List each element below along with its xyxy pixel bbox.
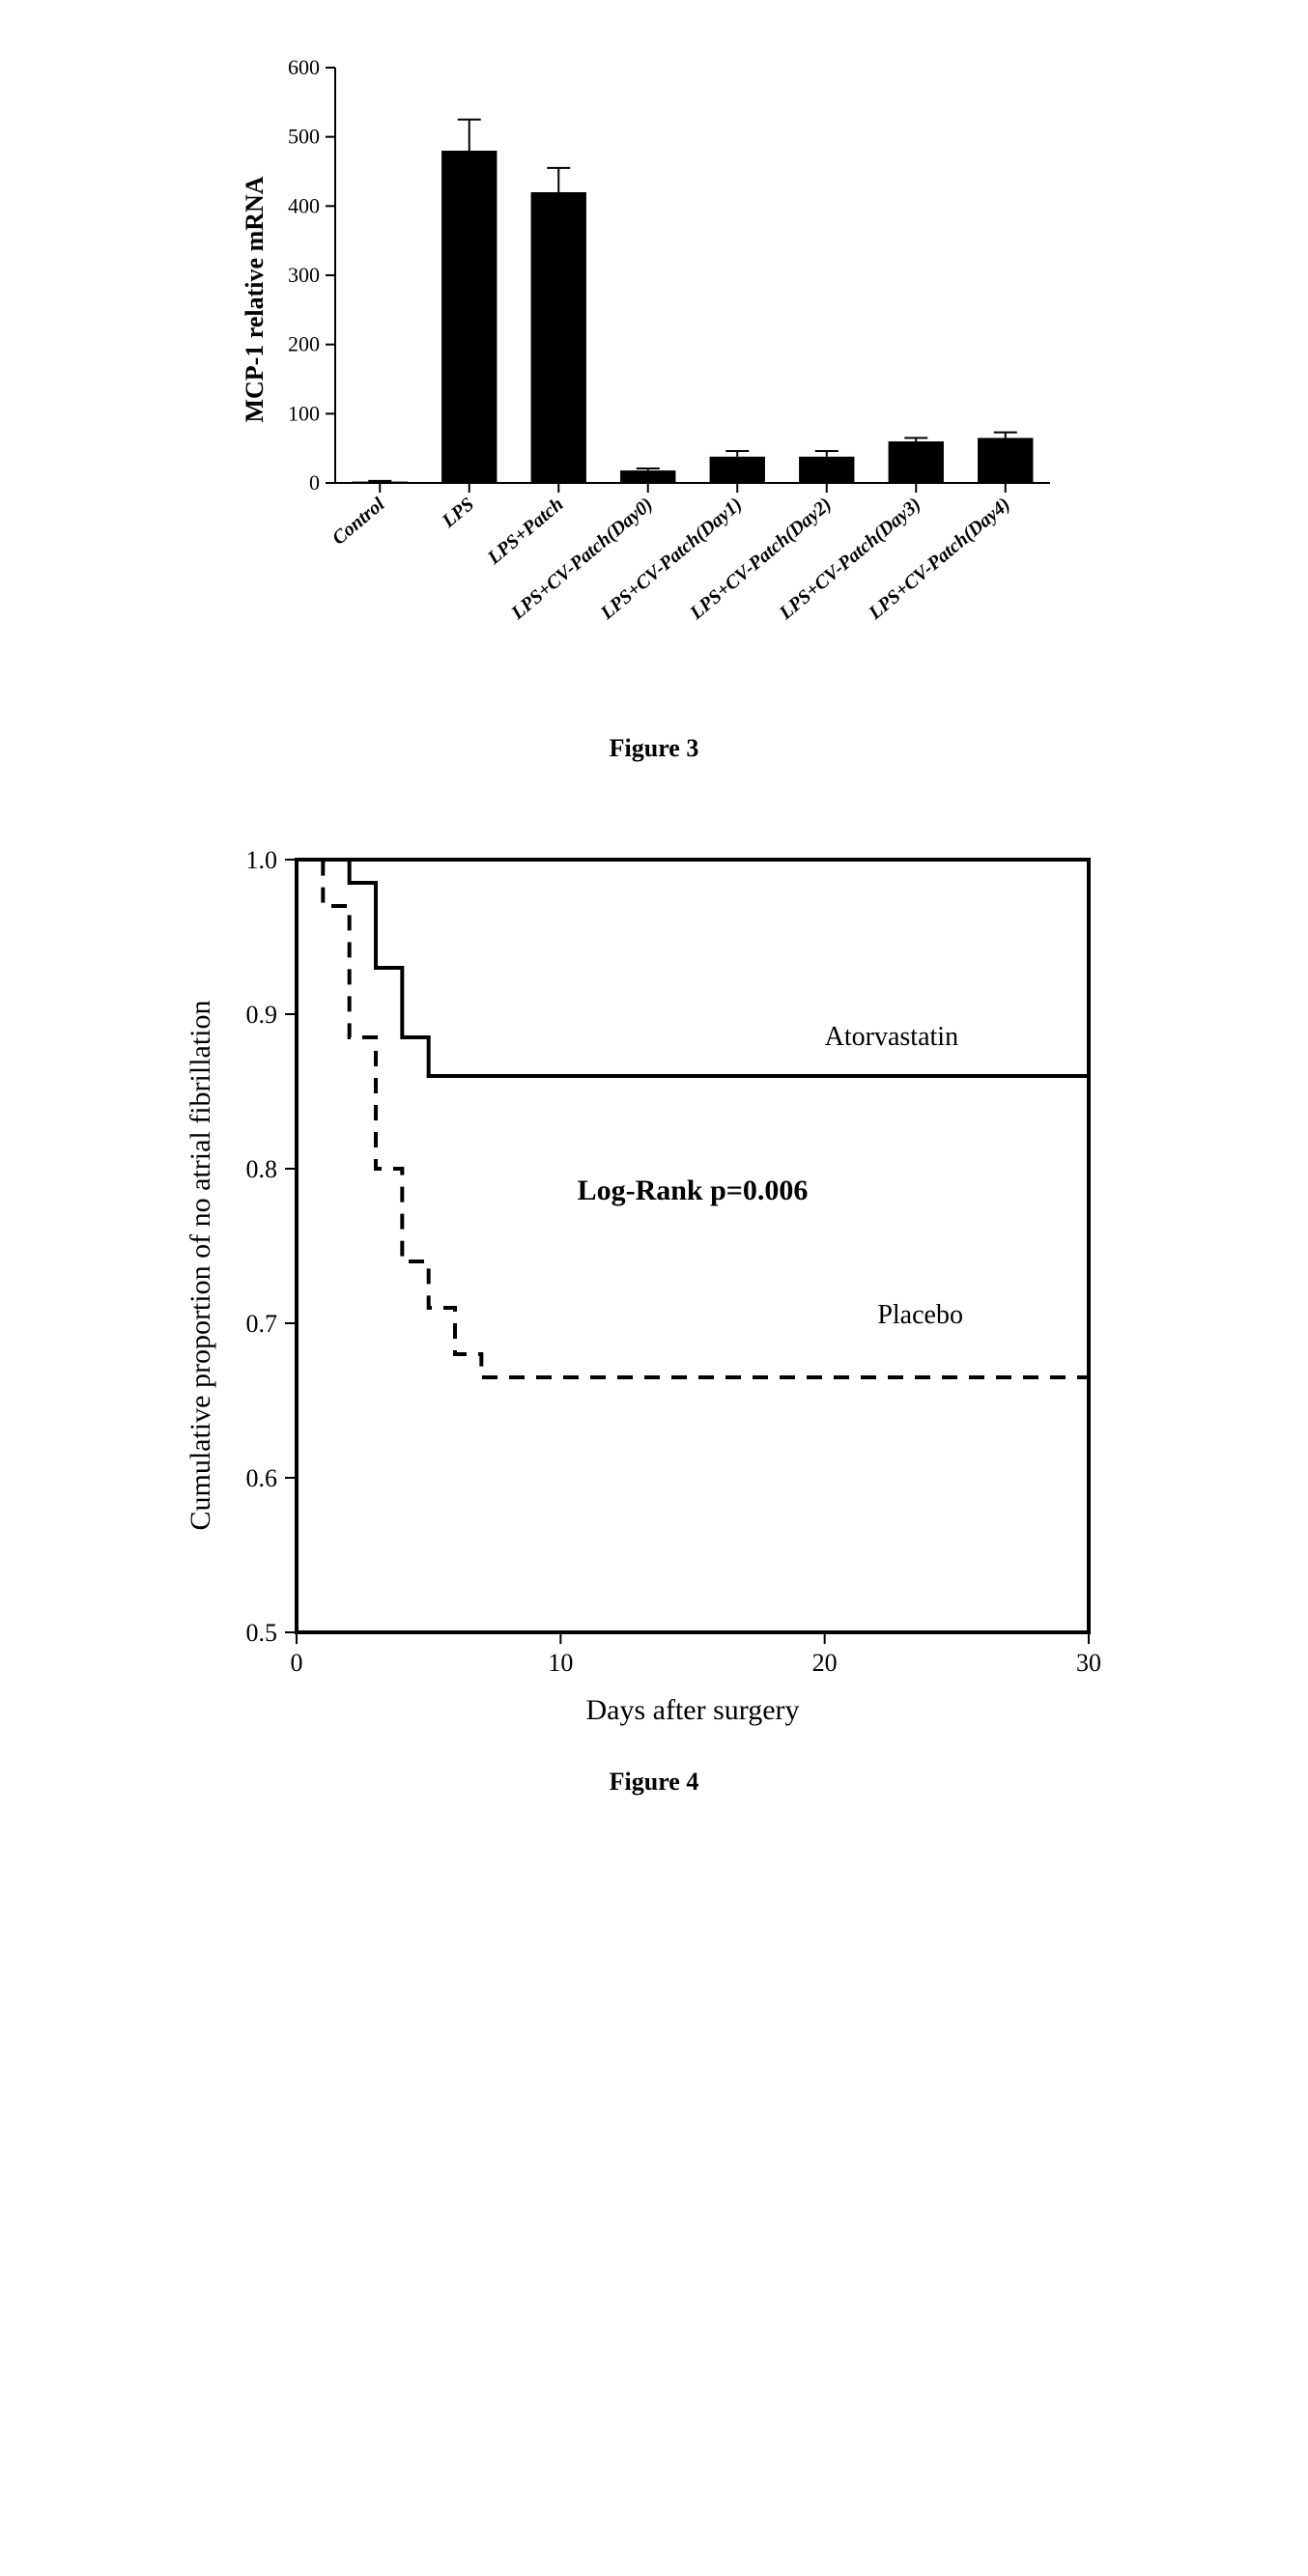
y-tick-label: 500 bbox=[288, 125, 320, 149]
figure-3: MCP-1 relative mRNA 0 100 200 300 400 500 600 C… bbox=[171, 39, 1137, 763]
x-tick-label: 10 bbox=[548, 1649, 573, 1677]
bar bbox=[710, 457, 765, 483]
figure-caption: Figure 3 bbox=[171, 734, 1137, 763]
plot-area: 0.5 0.6 0.7 0.8 0.9 1.0 0 10 20 30 Atorvastatin Pla… bbox=[246, 846, 1102, 1677]
y-tick-label: 1.0 bbox=[246, 846, 278, 874]
y-tick-label: 0.9 bbox=[246, 1001, 278, 1029]
x-tick-label: 30 bbox=[1076, 1649, 1101, 1677]
placebo-line bbox=[297, 860, 1089, 1377]
y-axis-title: Cumulative proportion of no atrial fibri… bbox=[185, 1000, 216, 1530]
series-label-placebo: Placebo bbox=[877, 1300, 963, 1330]
bar bbox=[799, 457, 854, 483]
figure-4: Cumulative proportion of no atrial fibri… bbox=[171, 821, 1137, 1797]
y-tick-label: 0.5 bbox=[246, 1619, 278, 1647]
figure-caption: Figure 4 bbox=[171, 1768, 1137, 1797]
category-label: Control bbox=[328, 494, 389, 550]
bar bbox=[889, 441, 944, 483]
atorvastatin-line bbox=[297, 860, 1089, 1076]
category-label: LPS bbox=[438, 494, 478, 532]
y-tick-label: 600 bbox=[288, 55, 320, 79]
bar bbox=[978, 438, 1033, 483]
x-tick-label: 20 bbox=[812, 1649, 838, 1677]
plot-frame bbox=[297, 860, 1089, 1632]
y-tick-label: 300 bbox=[288, 263, 320, 287]
y-tick-label: 200 bbox=[288, 332, 320, 356]
y-tick-label: 100 bbox=[288, 401, 320, 425]
category-label: LPS+Patch bbox=[483, 494, 567, 569]
y-tick-label: 0.7 bbox=[246, 1310, 278, 1338]
bar bbox=[531, 192, 586, 483]
y-tick-label: 0.6 bbox=[246, 1464, 278, 1492]
series-label-atorvastatin: Atorvastatin bbox=[825, 1022, 958, 1052]
y-tick-label: 0 bbox=[309, 470, 320, 495]
y-axis-title: MCP-1 relative mRNA bbox=[241, 176, 269, 422]
y-tick-label: 400 bbox=[288, 193, 320, 217]
plot-area: 0100200300400500600ControlLPSLPS+PatchLP… bbox=[288, 55, 1050, 624]
stat-text: Log-Rank p=0.006 bbox=[578, 1175, 809, 1206]
km-chart: Cumulative proportion of no atrial fibri… bbox=[171, 821, 1137, 1748]
bar bbox=[620, 470, 675, 483]
bar-chart: MCP-1 relative mRNA 0 100 200 300 400 500 600 C… bbox=[219, 39, 1089, 715]
x-tick-label: 0 bbox=[291, 1649, 303, 1677]
bar bbox=[441, 151, 497, 483]
x-axis-title: Days after surgery bbox=[585, 1694, 799, 1726]
y-tick-label: 0.8 bbox=[246, 1155, 278, 1183]
